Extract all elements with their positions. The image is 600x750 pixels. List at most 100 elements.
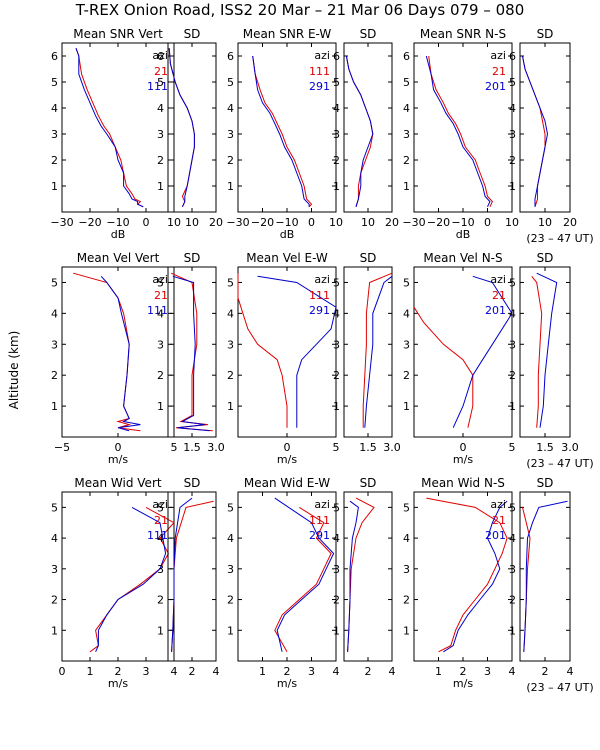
- series-line-111: [75, 48, 144, 208]
- legend-title: azi: [490, 49, 506, 62]
- panel-frame: [343, 266, 393, 438]
- x-tick-label: 1.5: [359, 441, 377, 454]
- x-tick-label: 10: [361, 216, 375, 229]
- panel-snr-ew: Mean SNR E-W 1 2 3 4 5 6 −30 −20 −10 0 10 dB azi 111 29…: [226, 27, 343, 241]
- series-line-291: [364, 275, 393, 428]
- y-tick-label: 2: [403, 154, 410, 167]
- y-tick-label: 4: [51, 307, 58, 320]
- panel-snr-ew-sd: SD 1 2 3 4 5 6 10 20: [333, 27, 399, 229]
- panel-title: SD: [360, 476, 377, 490]
- y-tick-label: 4: [51, 532, 58, 545]
- y-tick-label: 4: [157, 102, 164, 115]
- x-tick-label: −20: [427, 216, 450, 229]
- legend-entry: 111: [147, 80, 168, 93]
- series-line-21: [522, 55, 546, 207]
- y-tick-label: 5: [51, 276, 58, 289]
- x-tick-label: −30: [50, 216, 73, 229]
- x-tick-label: 4: [389, 665, 396, 678]
- x-tick-label: 20: [563, 216, 577, 229]
- y-tick-label: 6: [157, 50, 164, 63]
- legend-entry: 291: [309, 304, 330, 317]
- y-tick-label: 2: [157, 369, 164, 382]
- series-line-111: [168, 48, 195, 208]
- x-tick-label: −20: [251, 216, 274, 229]
- x-tick-label: 0: [59, 665, 66, 678]
- y-tick-label: 2: [157, 594, 164, 607]
- panel-title: Mean Wid E-W: [244, 476, 330, 490]
- x-tick-label: 0: [284, 441, 291, 454]
- x-tick-label: 20: [385, 216, 399, 229]
- y-tick-label: 1: [51, 624, 58, 637]
- y-tick-label: 5: [333, 76, 340, 89]
- y-tick-label: 4: [509, 102, 516, 115]
- legend-entry: 21: [492, 289, 506, 302]
- y-tick-label: 5: [51, 76, 58, 89]
- x-tick-label: 5: [509, 441, 516, 454]
- legend-entry: 21: [492, 514, 506, 527]
- x-tick-label: 5: [171, 441, 178, 454]
- x-tick-label: 10: [185, 216, 199, 229]
- x-axis-label: m/s: [108, 453, 128, 466]
- y-tick-label: 4: [403, 102, 410, 115]
- series-line-291: [347, 500, 359, 652]
- y-tick-label: 5: [157, 501, 164, 514]
- y-tick-label: 3: [333, 128, 340, 141]
- y-tick-label: 4: [157, 532, 164, 545]
- series-line-111: [345, 55, 374, 207]
- series-line-21: [73, 272, 141, 432]
- x-tick-label: 10: [167, 216, 181, 229]
- x-tick-label: −10: [451, 216, 474, 229]
- y-tick-label: 4: [333, 102, 340, 115]
- y-tick-label: 3: [403, 563, 410, 576]
- y-tick-label: 6: [509, 50, 516, 63]
- y-tick-label: 1: [157, 624, 164, 637]
- time-note: (23 – 47 UT): [526, 232, 593, 245]
- x-tick-label: −30: [226, 216, 249, 229]
- series-line-111: [95, 506, 167, 653]
- y-tick-label: 1: [403, 624, 410, 637]
- y-tick-label: 1: [51, 400, 58, 413]
- y-tick-label: 6: [227, 50, 234, 63]
- y-tick-label: 5: [333, 501, 340, 514]
- y-tick-label: 2: [333, 594, 340, 607]
- y-tick-label: 3: [403, 338, 410, 351]
- legend-title: azi: [314, 498, 330, 511]
- x-tick-label: 3.0: [207, 441, 225, 454]
- series-line-111: [362, 272, 393, 428]
- y-tick-label: 1: [403, 180, 410, 193]
- x-tick-label: 3.0: [383, 441, 401, 454]
- panel-title: Mean SNR N-S: [420, 27, 506, 41]
- panel-snr-ns-sd: SD 1 2 3 4 5 6 10 20 (23 – 47 UT): [509, 27, 594, 245]
- x-axis-label: m/s: [108, 677, 128, 690]
- y-tick-label: 2: [51, 154, 58, 167]
- legend-title: azi: [314, 273, 330, 286]
- y-tick-label: 1: [51, 180, 58, 193]
- y-tick-label: 2: [403, 594, 410, 607]
- legend-title: azi: [490, 273, 506, 286]
- y-tick-label: 5: [227, 276, 234, 289]
- series-line-201: [522, 55, 549, 207]
- y-tick-label: 4: [157, 307, 164, 320]
- panel-title: SD: [537, 251, 554, 265]
- y-tick-label: 2: [509, 594, 516, 607]
- y-tick-label: 2: [403, 369, 410, 382]
- series-line-111: [274, 506, 332, 653]
- x-axis-label: m/s: [453, 677, 473, 690]
- x-tick-label: 1: [87, 665, 94, 678]
- y-tick-label: 2: [227, 594, 234, 607]
- x-tick-label: 20: [209, 216, 223, 229]
- x-tick-label: 4: [333, 665, 340, 678]
- panel-title: SD: [537, 476, 554, 490]
- legend-entry: 291: [309, 80, 330, 93]
- panel-vel-ew-sd: SD 1 2 3 4 5 1.5 3.0: [333, 251, 401, 454]
- y-tick-label: 6: [403, 50, 410, 63]
- series-line-21: [426, 497, 508, 653]
- y-tick-label: 6: [51, 50, 58, 63]
- y-axis-label: Altitude (km): [7, 331, 21, 410]
- y-tick-label: 5: [51, 501, 58, 514]
- panel-title: Mean Vel E-W: [246, 251, 328, 265]
- panel-title: SD: [184, 251, 201, 265]
